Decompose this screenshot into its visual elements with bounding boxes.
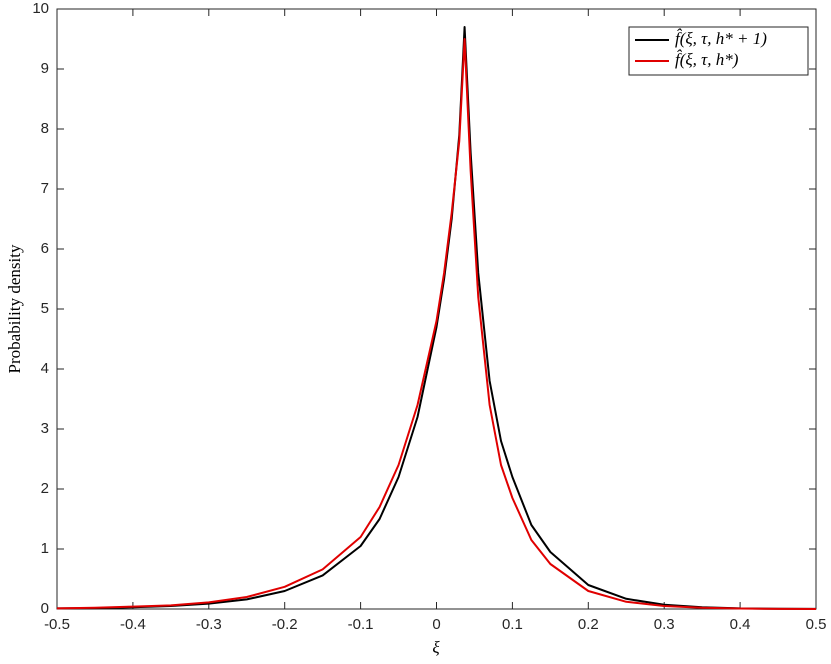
y-tick-label: 3 <box>41 420 49 437</box>
y-tick-label: 4 <box>41 360 49 377</box>
x-tick-label: 0 <box>432 616 440 633</box>
x-tick-label: 0.3 <box>654 616 675 633</box>
x-tick-label: 0.2 <box>578 616 599 633</box>
legend-label: f̂(ξ, τ, h*) <box>675 49 739 69</box>
x-tick-label: -0.4 <box>120 616 146 633</box>
x-tick-label: -0.2 <box>272 616 298 633</box>
y-tick-label: 8 <box>41 120 49 137</box>
y-tick-label: 9 <box>41 60 49 77</box>
y-tick-label: 5 <box>41 300 49 317</box>
x-tick-label: -0.5 <box>44 616 70 633</box>
x-axis-label: ξ <box>432 638 440 657</box>
y-tick-label: 10 <box>32 0 49 17</box>
x-tick-label: 0.4 <box>730 616 751 633</box>
y-tick-label: 7 <box>41 180 49 197</box>
y-tick-label: 1 <box>41 540 49 557</box>
x-tick-label: -0.3 <box>196 616 222 633</box>
y-tick-label: 6 <box>41 240 49 257</box>
x-tick-label: 0.1 <box>502 616 523 633</box>
x-tick-label: 0.5 <box>806 616 827 633</box>
line-series <box>56 38 817 610</box>
y-axis-label: Probability density <box>5 244 24 373</box>
y-tick-label: 2 <box>41 480 49 497</box>
legend-label: f̂(ξ, τ, h* + 1) <box>675 28 767 48</box>
x-tick-label: -0.1 <box>348 616 374 633</box>
y-tick-label: 0 <box>41 600 49 617</box>
legend-box <box>628 26 809 76</box>
